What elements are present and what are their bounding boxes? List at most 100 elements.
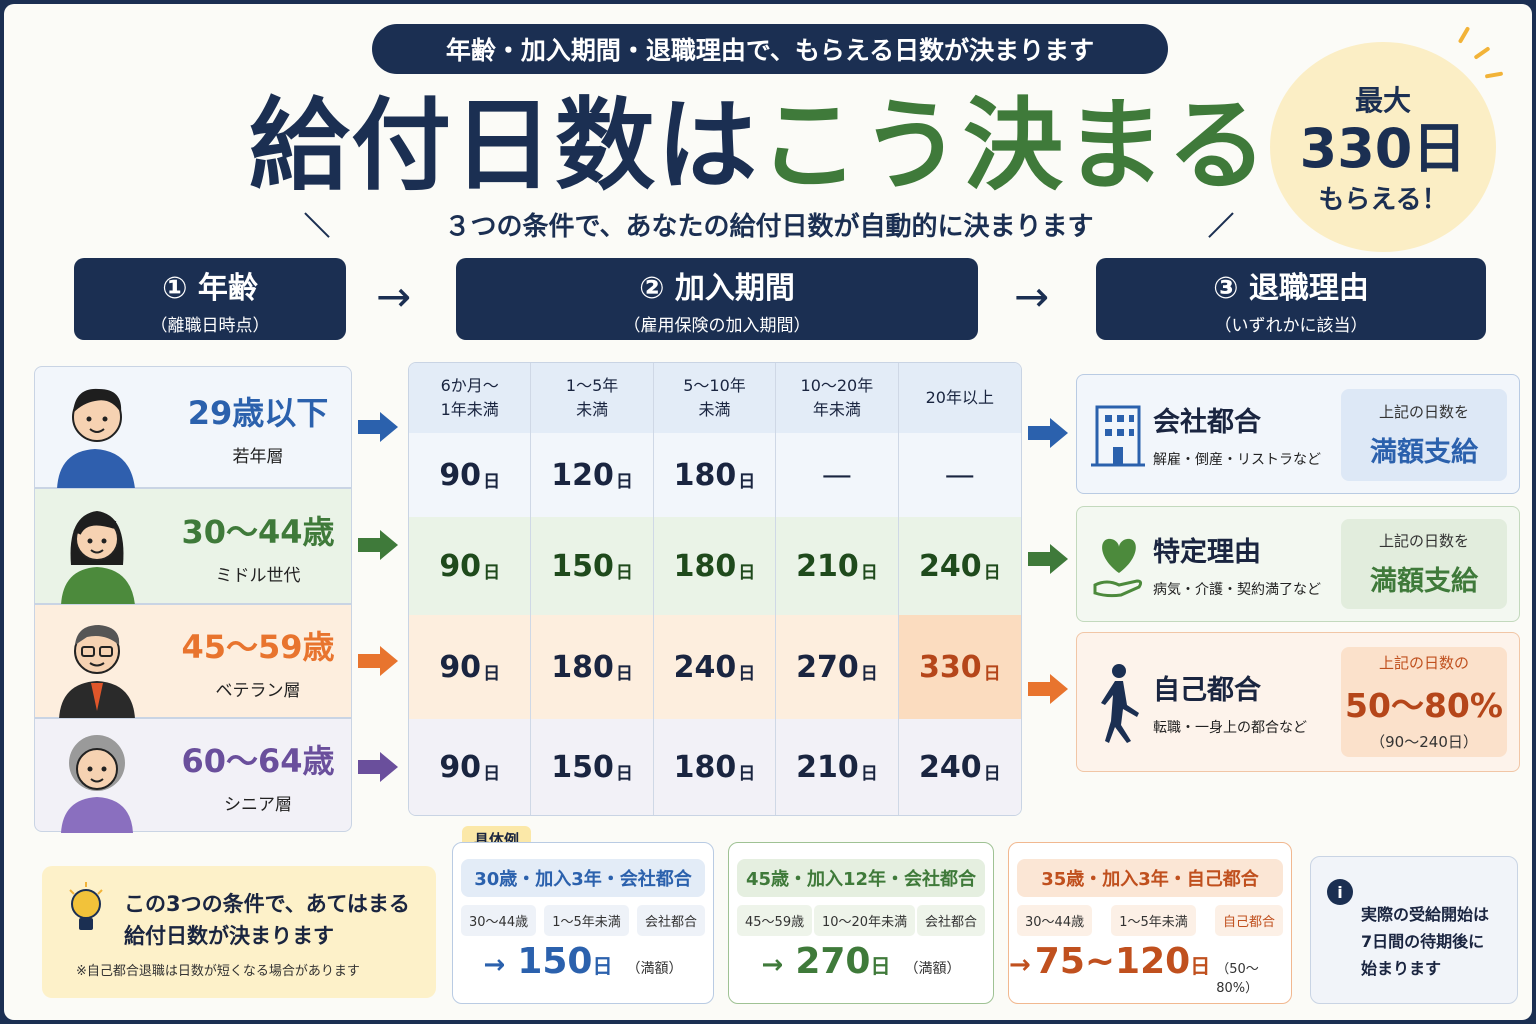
age-row-middle: 30～44歳ミドル世代 xyxy=(34,488,352,605)
example-card-2: 45歳・加入12年・会社都合 45～59歳 10～20年未満 会社都合 → 270… xyxy=(728,842,994,1004)
table-header: 1～5年 未満 xyxy=(531,363,654,433)
step-period: ② 加入期間 （雇用保険の加入期間） xyxy=(456,258,978,340)
reason-name: 特定理由 xyxy=(1153,536,1261,568)
subtitle-deco-right: ／ xyxy=(1207,211,1234,242)
example-card-1: 30歳・加入3年・会社都合 30～44歳 1～5年未満 会社都合 → 150 日（満… xyxy=(452,842,714,1004)
table-header: 5～10年 未満 xyxy=(653,363,777,433)
table-cell: 90 日 xyxy=(409,615,532,719)
age-sub: ベテラン層 xyxy=(215,680,301,701)
age-sub: 若年層 xyxy=(232,446,284,467)
title-part-b: こう決まる xyxy=(759,86,1269,204)
age-label: 60～64歳 xyxy=(181,741,335,780)
subtitle-text: ３つの条件で、あなたの給付日数が自動的に決まります xyxy=(444,211,1094,242)
table-cell: — xyxy=(776,433,899,517)
table-cell: 180 日 xyxy=(653,517,777,615)
step-title: ③ 退職理由 xyxy=(1213,270,1369,306)
reason-result-box: 上記の日数を 満額支給 xyxy=(1341,519,1507,609)
arrow-right-icon xyxy=(358,530,398,560)
age-label: 30～44歳 xyxy=(181,512,335,551)
table-cell: 150 日 xyxy=(531,517,654,615)
table-cell: 240 日 xyxy=(898,517,1021,615)
step-sub: （雇用保険の加入期間） xyxy=(623,315,811,336)
step-title: ① 年齢 xyxy=(162,270,258,306)
table-cell: 270 日 xyxy=(776,615,899,719)
age-label: 45～59歳 xyxy=(181,627,335,666)
example-tag: 会社都合 xyxy=(636,905,705,936)
table-cell: 90 日 xyxy=(409,719,532,815)
reason-voluntary: 自己都合 転職・一身上の都合など 上記の日数の 50～80% （90～240日） xyxy=(1076,632,1520,772)
title-part-a: 給付日数は xyxy=(249,86,759,204)
age-row-young: 29歳以下若年層 xyxy=(34,366,352,489)
example-tag: 10～20年未満 xyxy=(813,905,916,936)
table-cell: 90 日 xyxy=(409,433,532,517)
step-sub: （離職日時点） xyxy=(150,315,270,336)
subtitle: ＼ ３つの条件で、あなたの給付日数が自動的に決まります ／ xyxy=(304,202,1234,246)
example-tag: 会社都合 xyxy=(916,905,985,936)
reason-examples: 解雇・倒産・リストラなど xyxy=(1153,451,1321,468)
arrow-right-icon xyxy=(1028,674,1068,704)
step-age: ① 年齢 （離職日時点） xyxy=(74,258,346,340)
example-result: → 150 日（満額） xyxy=(483,941,683,982)
lightbulb-icon xyxy=(66,882,106,944)
example-tag: 1～5年未満 xyxy=(544,905,629,936)
info-line2: 7日間の待期後に xyxy=(1361,932,1485,951)
age-label: 29歳以下 xyxy=(187,393,329,432)
walking-person-icon xyxy=(1077,633,1153,771)
example-title: 35歳・加入3年・自己都合 xyxy=(1017,859,1283,897)
reason-result-box: 上記の日数を 満額支給 xyxy=(1341,389,1507,481)
table-cell: 240 日 xyxy=(898,719,1021,815)
badge-line1: 最大 xyxy=(1354,83,1411,117)
example-title: 45歳・加入12年・会社都合 xyxy=(737,859,985,897)
reason-examples: 病気・介護・契約満了など xyxy=(1153,581,1321,598)
info-line1: 実際の受給開始は xyxy=(1361,905,1490,924)
heart-hand-icon xyxy=(1077,507,1153,621)
table-cell: — xyxy=(898,433,1021,517)
example-tag: 30～44歳 xyxy=(461,905,537,936)
table-cell: 90 日 xyxy=(409,517,532,615)
note-small: ※自己都合退職は日数が短くなる場合があります xyxy=(76,964,360,979)
arrow-right-icon xyxy=(1028,544,1068,574)
benefit-days-table: 6か月～ 1年未満 1～5年 未満 5～10年 未満 10～20年 年未満 20… xyxy=(408,362,1022,816)
subtitle-deco-left: ＼ xyxy=(304,211,331,242)
table-header: 10～20年 年未満 xyxy=(776,363,899,433)
example-card-3: 35歳・加入3年・自己都合 30～44歳 1～5年未満 自己都合 → 75~120… xyxy=(1008,842,1292,1004)
info-card: i 実際の受給開始は 7日間の待期後に 始まります xyxy=(1310,856,1518,1004)
table-cell-max: 330 日 xyxy=(898,615,1021,719)
main-title: 給付日数は こう決まる xyxy=(4,76,1514,204)
table-cell: 180 日 xyxy=(653,719,777,815)
table-cell: 150 日 xyxy=(531,719,654,815)
reason-specific: 特定理由病気・介護・契約満了など 上記の日数を 満額支給 xyxy=(1076,506,1520,622)
age-row-veteran: 45～59歳ベテラン層 xyxy=(34,604,352,719)
max-days-badge: 最大 330日 もらえる！ xyxy=(1270,42,1496,252)
step-arrow-icon: → xyxy=(1014,272,1050,321)
avatar-young-man-icon xyxy=(35,367,165,489)
infographic: 年齢・加入期間・退職理由で、もらえる日数が決まります 給付日数は こう決まる 最大… xyxy=(4,4,1532,1020)
note-line1: この3つの条件で、あてはまる xyxy=(124,892,410,916)
example-result: → 75~120 日（50～80%） xyxy=(1009,941,1259,996)
reason-name: 会社都合 xyxy=(1153,406,1261,438)
step-sub: （いずれかに該当） xyxy=(1214,315,1368,336)
step-title: ② 加入期間 xyxy=(639,270,795,306)
avatar-senior-woman-icon xyxy=(35,719,165,833)
example-tag: 自己都合 xyxy=(1214,905,1283,936)
arrow-right-icon xyxy=(1028,418,1068,448)
example-result: → 270 日（満額） xyxy=(761,941,961,982)
table-cell: 180 日 xyxy=(531,615,654,719)
reason-examples: 転職・一身上の都合など xyxy=(1153,719,1307,736)
table-cell: 210 日 xyxy=(776,517,899,615)
badge-line3: もらえる！ xyxy=(1318,184,1448,215)
example-title: 30歳・加入3年・会社都合 xyxy=(461,859,705,897)
table-cell: 180 日 xyxy=(653,433,777,517)
example-tag: 45～59歳 xyxy=(737,905,813,936)
info-icon: i xyxy=(1327,879,1353,905)
arrow-right-icon xyxy=(358,646,398,676)
info-line3: 始まります xyxy=(1361,959,1442,978)
arrow-right-icon xyxy=(358,752,398,782)
age-sub: ミドル世代 xyxy=(215,565,301,586)
note-line2: 給付日数が決まります xyxy=(124,924,334,948)
top-pill: 年齢・加入期間・退職理由で、もらえる日数が決まります xyxy=(372,24,1168,74)
age-row-senior: 60～64歳 シニア層 xyxy=(34,718,352,833)
sparkle-icon xyxy=(1457,26,1471,44)
step-reason: ③ 退職理由 （いずれかに該当） xyxy=(1096,258,1486,340)
example-tag: 1～5年未満 xyxy=(1111,905,1196,936)
